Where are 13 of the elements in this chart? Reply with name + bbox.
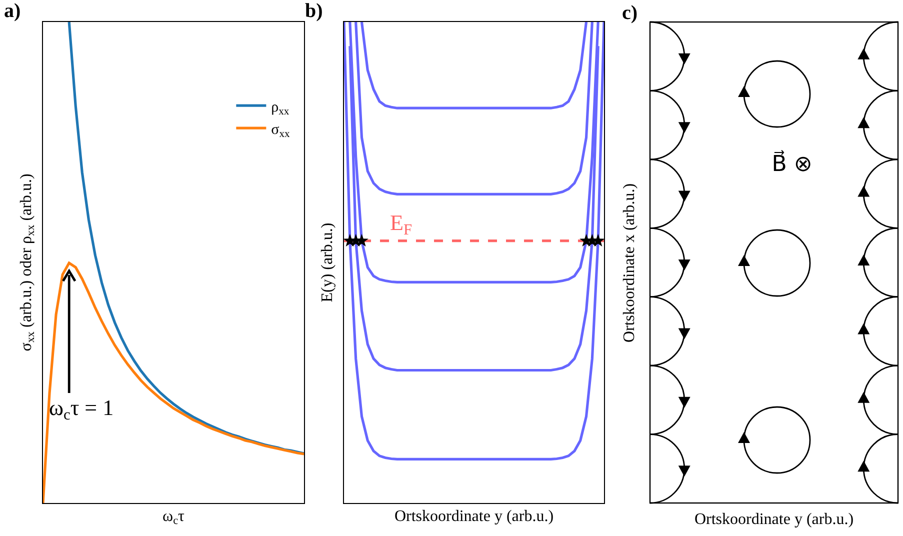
chart-title: b) [305, 0, 323, 22]
y-axis-title: E(y) (arb.u.) [318, 222, 336, 302]
legend-label: ρ$_{xx}$ [271, 99, 290, 118]
x-axis-title: ω$_{c}$τ [162, 508, 186, 528]
text: c) [622, 2, 638, 25]
text: B⃗ ⊗ [772, 152, 812, 177]
x-axis-title: Ortskoordinate y (arb.u.) [394, 508, 554, 525]
text: Ortskoordinate y (arb.u.) [694, 511, 854, 529]
ref-line-label: E$_{F}$ [390, 210, 412, 239]
legend-label: σ$_{xx}$ [271, 122, 291, 140]
chart-title: a) [4, 0, 21, 22]
text: Ortskoordinate x (arb.u.) [621, 182, 639, 342]
annotation: ω$_{c}$τ = 1 [49, 395, 114, 424]
